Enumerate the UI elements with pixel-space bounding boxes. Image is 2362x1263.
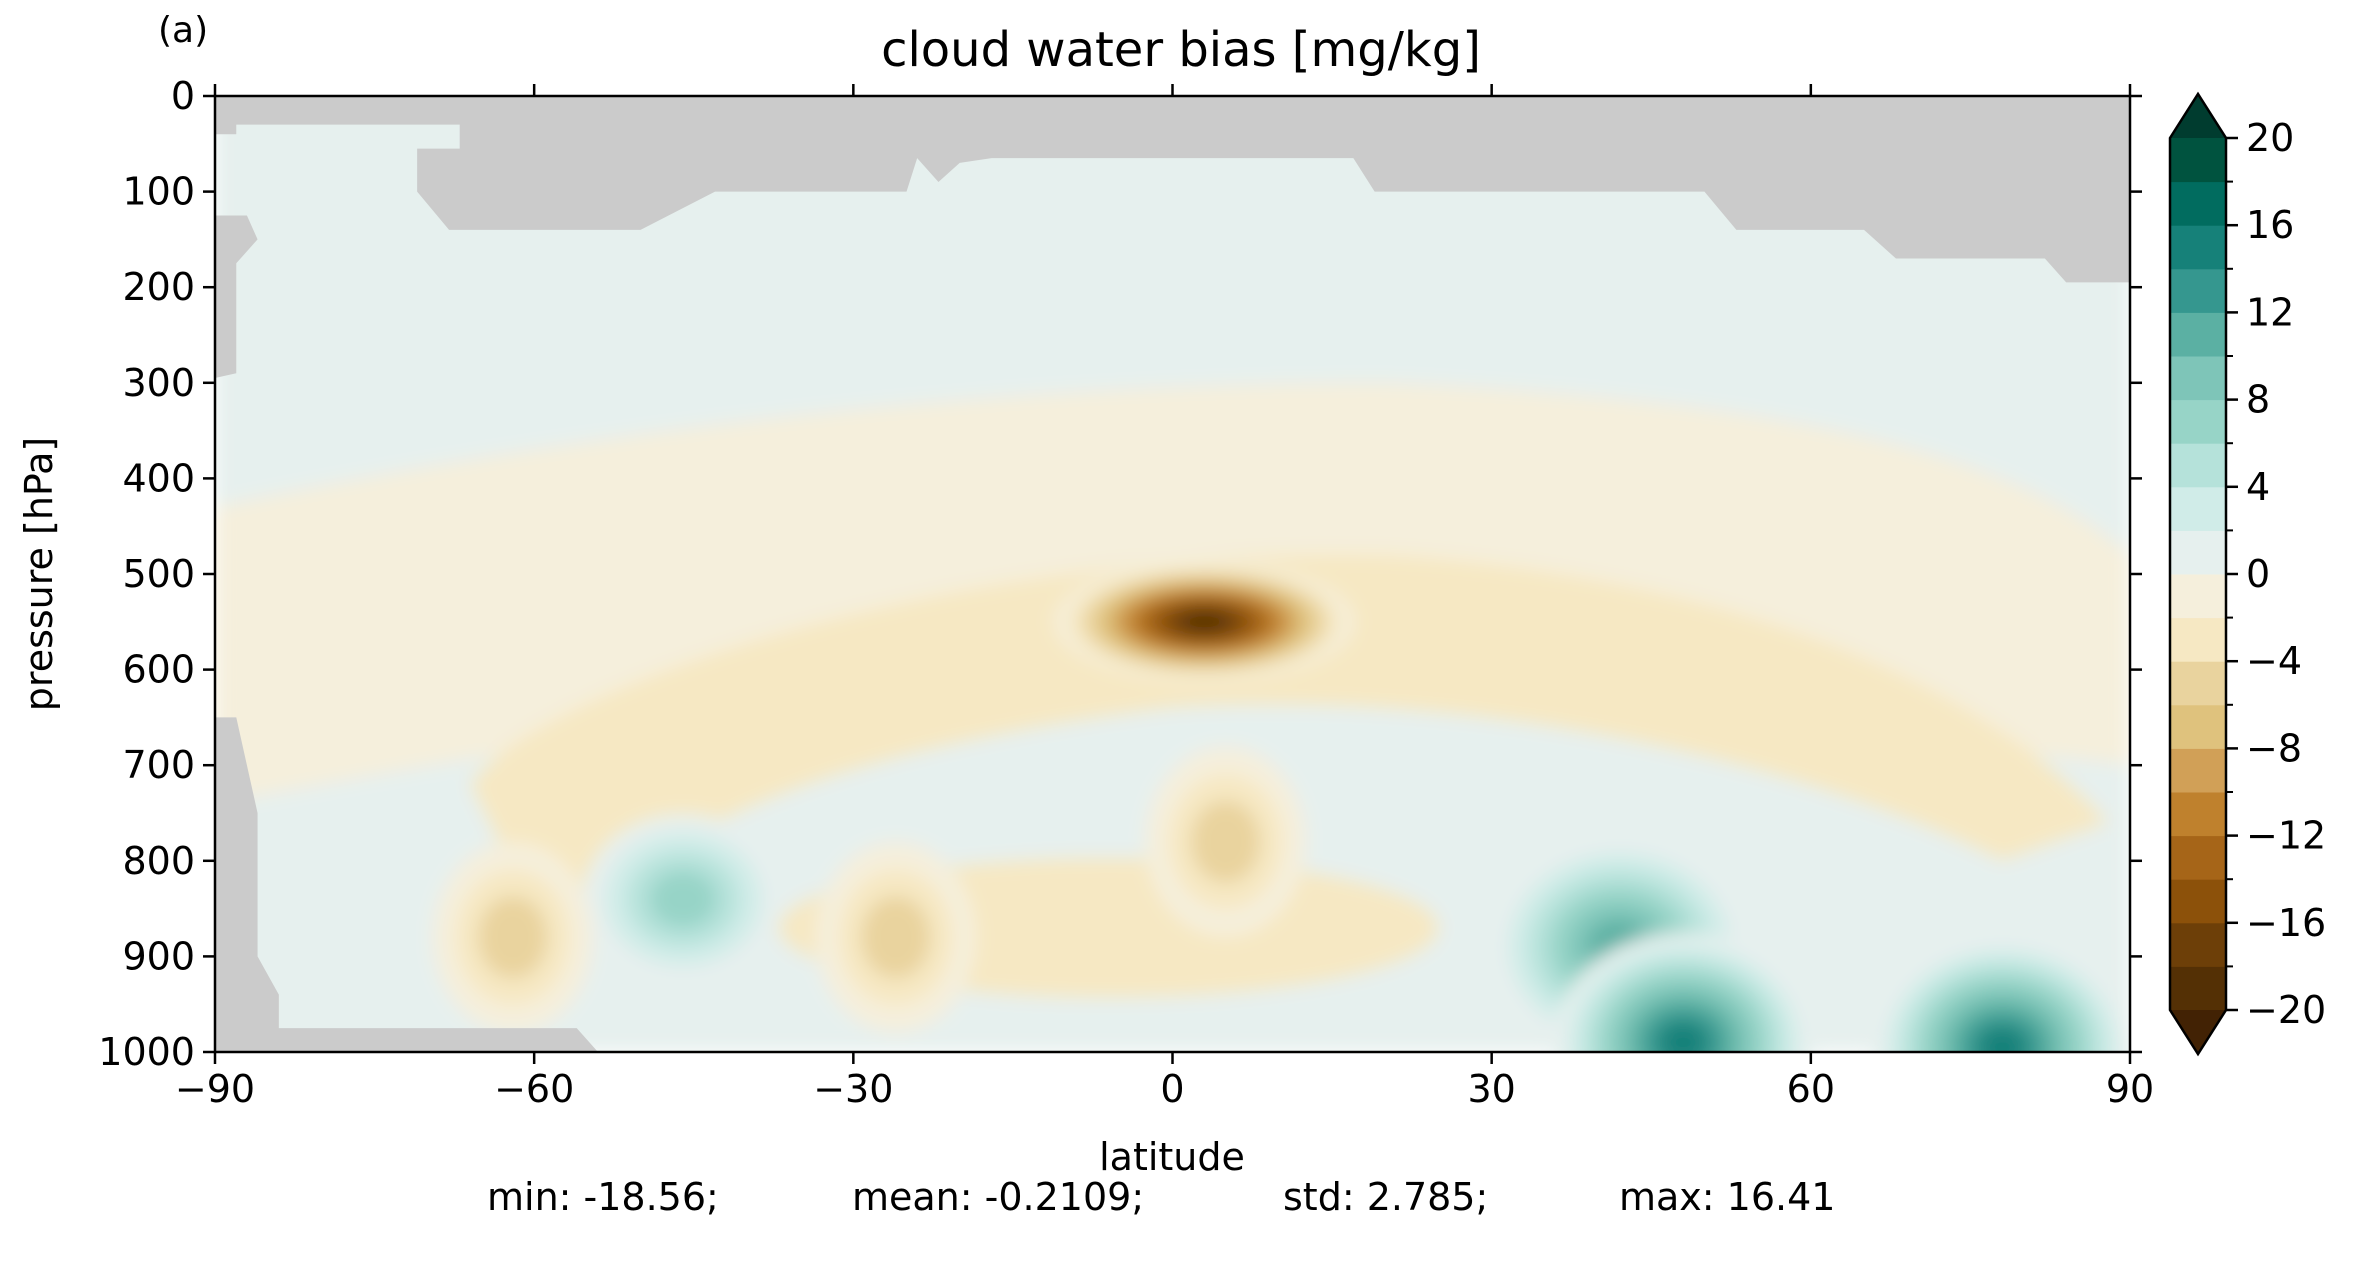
stat-std: std: 2.785; xyxy=(1283,1175,1489,1219)
y-tick-label: 800 xyxy=(122,839,195,883)
x-tick-label: −30 xyxy=(813,1067,893,1111)
contour-field xyxy=(215,96,2130,1052)
colorbar-segment xyxy=(2170,268,2226,313)
colorbar-segment xyxy=(2170,879,2226,924)
chart-title: cloud water bias [mg/kg] xyxy=(881,22,1481,78)
colorbar-extend-min xyxy=(2170,1010,2226,1054)
colorbar-extend-max xyxy=(2170,94,2226,138)
stat-max: max: 16.41 xyxy=(1619,1175,1836,1219)
colorbar-tick-label: 0 xyxy=(2246,552,2270,596)
colorbar-tick-label: −8 xyxy=(2246,726,2302,770)
colorbar-segment xyxy=(2170,792,2226,837)
colorbar-tick-label: 8 xyxy=(2246,378,2270,422)
colorbar: −20 −16 −12 −8 −4 0 4 8 12 16 20 xyxy=(2168,91,2326,1057)
y-axis-label: pressure [hPa] xyxy=(17,437,61,711)
y-axis-ticks: 0 100 200 300 400 500 600 700 800 900 1000 xyxy=(98,74,2142,1074)
colorbar-tick-label: 20 xyxy=(2246,116,2294,160)
y-tick-label: 200 xyxy=(122,265,195,309)
y-tick-label: 0 xyxy=(171,74,195,118)
y-tick-label: 1000 xyxy=(98,1030,195,1074)
x-axis-ticks: −90 −60 −30 0 30 60 90 xyxy=(175,84,2154,1111)
colorbar-segment xyxy=(2170,661,2226,706)
x-axis-label: latitude xyxy=(1099,1135,1245,1175)
x-tick-label: −60 xyxy=(494,1067,574,1111)
colorbar-segment xyxy=(2170,356,2226,401)
colorbar-segment xyxy=(2170,399,2226,444)
y-tick-label: 400 xyxy=(122,456,195,500)
colorbar-segment xyxy=(2170,574,2226,619)
colorbar-segment xyxy=(2170,530,2226,575)
colorbar-segment xyxy=(2170,225,2226,270)
statistics-row: min: -18.56; mean: -0.2109; std: 2.785; … xyxy=(0,1175,2362,1235)
colorbar-segment xyxy=(2170,748,2226,793)
colorbar-segment xyxy=(2170,835,2226,880)
colorbar-tick-label: 12 xyxy=(2246,290,2294,334)
y-tick-label: 500 xyxy=(122,552,195,596)
x-tick-label: 0 xyxy=(1160,1067,1184,1111)
colorbar-tick-label: −16 xyxy=(2246,901,2326,945)
y-tick-label: 700 xyxy=(122,743,195,787)
x-tick-label: 60 xyxy=(1787,1067,1835,1111)
stat-mean: mean: -0.2109; xyxy=(852,1175,1145,1219)
colorbar-tick-label: −20 xyxy=(2246,988,2326,1032)
colorbar-segment xyxy=(2170,443,2226,488)
colorbar-segment xyxy=(2170,181,2226,226)
missing-data-mask xyxy=(215,96,2130,1052)
panel-label: (a) xyxy=(158,10,209,51)
colorbar-tick-label: 4 xyxy=(2246,465,2270,509)
stat-min: min: -18.56; xyxy=(487,1175,719,1219)
x-tick-label: −90 xyxy=(175,1067,255,1111)
x-tick-label: 90 xyxy=(2106,1067,2154,1111)
colorbar-segment xyxy=(2170,312,2226,357)
colorbar-segment xyxy=(2170,138,2226,183)
contour-chart: −90 −60 −30 0 30 60 90 01002003004005006007008… xyxy=(17,74,2326,1175)
colorbar-tick-label: −4 xyxy=(2246,639,2302,683)
y-tick-label: 900 xyxy=(122,934,195,978)
colorbar-segment xyxy=(2170,922,2226,967)
colorbar-tick-label: −12 xyxy=(2246,814,2326,858)
colorbar-segment xyxy=(2170,486,2226,531)
colorbar-tick-label: 16 xyxy=(2246,203,2294,247)
y-tick-label: 300 xyxy=(122,361,195,405)
colorbar-segment xyxy=(2170,966,2226,1011)
y-tick-label: 600 xyxy=(122,648,195,692)
y-tick-label: 100 xyxy=(122,170,195,214)
colorbar-segment xyxy=(2170,704,2226,749)
x-tick-label: 30 xyxy=(1467,1067,1515,1111)
colorbar-segment xyxy=(2170,617,2226,662)
